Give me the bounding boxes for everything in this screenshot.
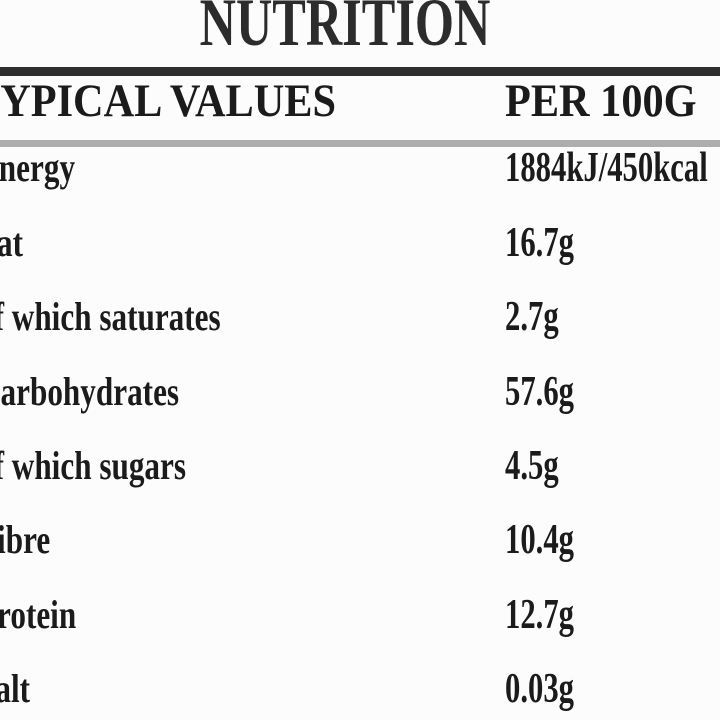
nutrition-row-energy: Energy 1884kJ/450kcal (0, 143, 720, 193)
nutrient-value: 4.5g (505, 443, 559, 489)
header-per-100g-text: PER 100G (505, 75, 697, 127)
nutrient-name: Carbohydrates (0, 369, 180, 414)
nutrient-name: Salt (0, 666, 31, 711)
divider-thick (0, 67, 720, 76)
header-per-100g: PER 100G (505, 76, 718, 137)
nutrient-value: 16.7g (505, 220, 574, 266)
nutrition-row-fibre: Fibre 10.4g (0, 515, 720, 565)
nutrient-value: 1884kJ/450kcal (505, 145, 708, 191)
header-typical-values-text: TYPICAL VALUES (0, 75, 336, 127)
nutrient-name: of which sugars (0, 443, 187, 488)
nutrient-name: Fibre (0, 517, 51, 562)
nutrition-row-fat: Fat 16.7g (0, 218, 720, 268)
nutrient-value: 12.7g (505, 592, 574, 638)
nutrient-value: 2.7g (505, 294, 559, 340)
nutrition-row-sugars: of which sugars 4.5g (0, 441, 720, 491)
nutrition-row-saturates: of which saturates 2.7g (0, 292, 720, 342)
header-typical-values: TYPICAL VALUES (0, 76, 376, 137)
nutrient-name: of which saturates (0, 294, 221, 339)
table-header: TYPICAL VALUES PER 100G (0, 76, 720, 126)
label-title-text: NUTRITION (199, 0, 491, 60)
nutrient-name: Protein (0, 592, 77, 637)
nutrition-row-salt: Salt 0.03g (0, 664, 720, 714)
nutrition-row-protein: Protein 12.7g (0, 590, 720, 640)
nutrient-name: Energy (0, 145, 76, 190)
nutrient-name: Fat (0, 220, 24, 265)
nutrient-value: 57.6g (505, 369, 574, 415)
divider-gray (0, 140, 720, 147)
nutrient-value: 0.03g (505, 666, 574, 712)
nutrition-row-carbohydrates: Carbohydrates 57.6g (0, 367, 720, 417)
nutrient-value: 10.4g (505, 517, 574, 563)
label-title: NUTRITION (149, 0, 542, 60)
